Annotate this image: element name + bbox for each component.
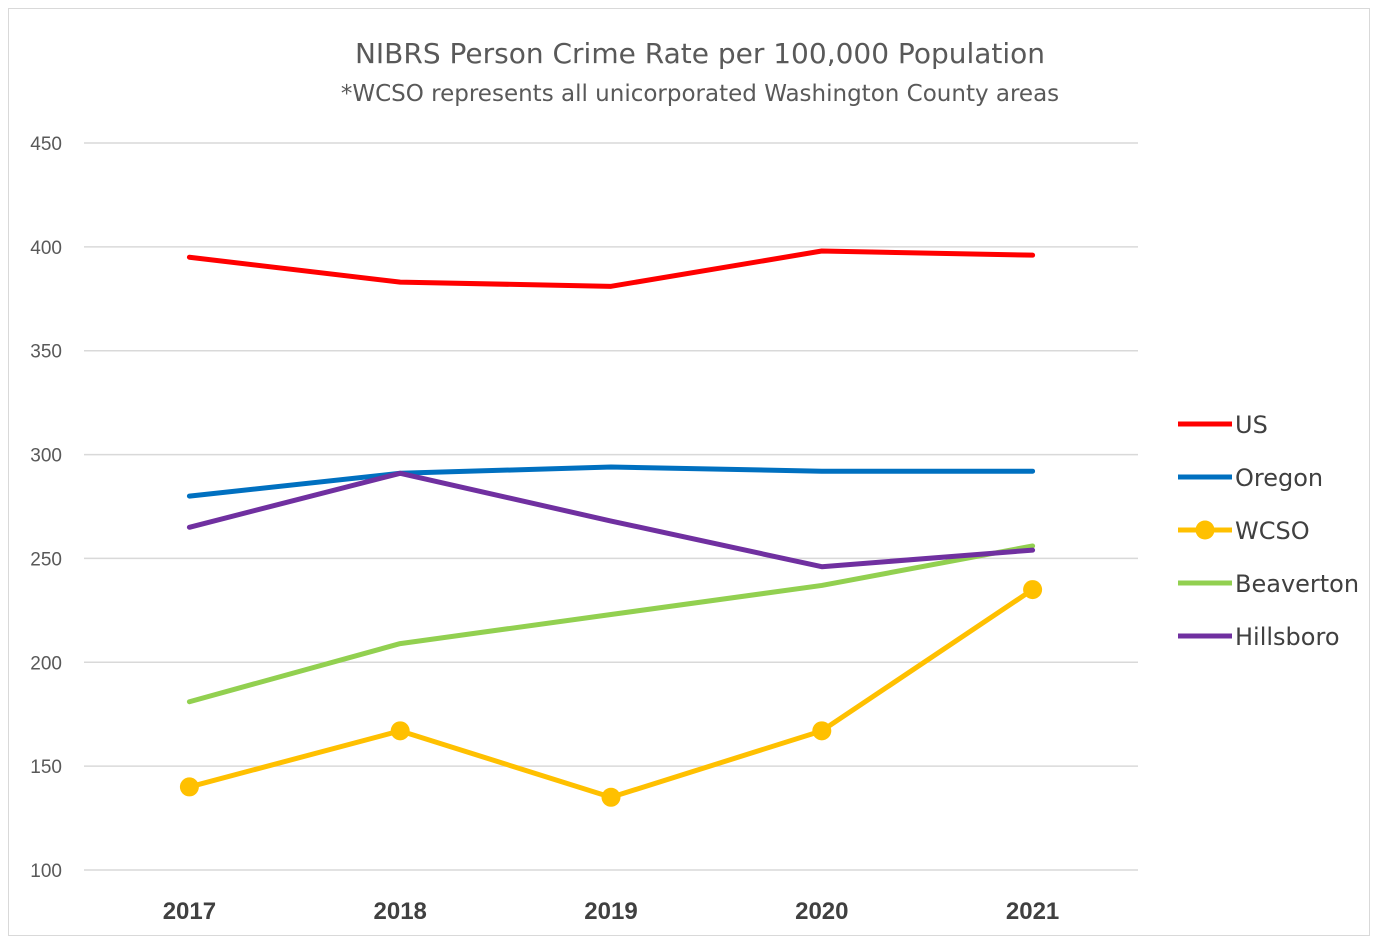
x-tick-label: 2020: [795, 898, 848, 925]
data-point: [1023, 580, 1043, 600]
legend-label: WCSO: [1235, 517, 1310, 545]
series-oregon: [186, 464, 1036, 499]
series-beaverton: [186, 543, 1036, 705]
y-tick-label: 200: [30, 653, 62, 674]
y-tick-label: 150: [30, 757, 62, 778]
series-line: [186, 543, 1036, 705]
legend-item-oregon: Oregon: [1178, 464, 1323, 492]
y-tick-label: 100: [30, 861, 62, 882]
series-lines: [179, 248, 1043, 807]
x-axis-ticks: 2017 2018 2019 2020 2021: [163, 898, 1060, 925]
y-tick-label: 350: [30, 342, 62, 363]
series-wcso: [179, 580, 1043, 807]
legend-item-beaverton: Beaverton: [1178, 570, 1359, 598]
series-us: [186, 248, 1036, 289]
series-line: [186, 248, 1036, 289]
data-point: [179, 777, 199, 797]
series-hillsboro: [186, 470, 1036, 570]
data-point: [390, 721, 410, 741]
x-tick-label: 2017: [163, 898, 216, 925]
y-tick-label: 250: [30, 549, 62, 570]
legend-label: Beaverton: [1235, 570, 1359, 598]
data-point: [812, 721, 832, 741]
legend-item-us: US: [1178, 411, 1268, 439]
legend-label: Hillsboro: [1235, 623, 1340, 651]
x-tick-label: 2021: [1006, 898, 1059, 925]
x-tick-label: 2018: [374, 898, 427, 925]
legend-label: Oregon: [1235, 464, 1323, 492]
data-point: [601, 787, 621, 807]
chart-subtitle: *WCSO represents all unicorporated Washi…: [341, 81, 1059, 107]
legend-item-wcso: WCSO: [1178, 517, 1310, 545]
y-tick-label: 400: [30, 238, 62, 259]
series-line: [186, 470, 1036, 570]
chart-frame: [8, 8, 1370, 936]
legend-label: US: [1235, 411, 1268, 439]
y-axis-ticks: 100 150 200 250 300 350 400 450: [30, 134, 62, 882]
legend: US Oregon WCSO Beaverton Hillsboro: [1178, 411, 1359, 651]
legend-marker: [1195, 520, 1215, 540]
y-tick-label: 450: [30, 134, 62, 155]
x-tick-label: 2019: [584, 898, 637, 925]
series-line: [186, 464, 1036, 499]
legend-item-hillsboro: Hillsboro: [1178, 623, 1340, 651]
chart-title: NIBRS Person Crime Rate per 100,000 Popu…: [355, 37, 1045, 70]
y-tick-label: 300: [30, 446, 62, 467]
